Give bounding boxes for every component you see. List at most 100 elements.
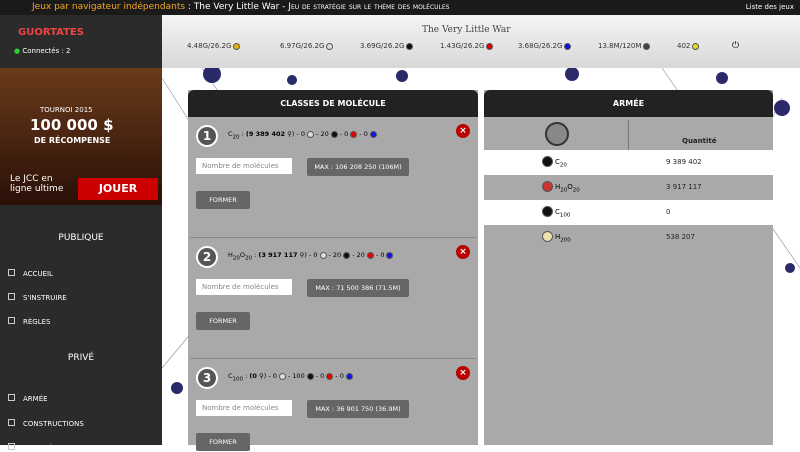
panel-header: CLASSES DE MOLÉCULE [188, 90, 478, 117]
power-button[interactable]: ⏻ [732, 41, 740, 51]
class-quantity: (9 389 402 [245, 130, 286, 138]
resource-value: 402 [677, 42, 691, 50]
form-button[interactable]: FORMER [196, 433, 250, 451]
atom-count: 20 [356, 251, 365, 259]
index: 100 [559, 211, 571, 218]
ad-prize: 100 000 $ [30, 116, 114, 134]
resource-value: 3.69G/26.2G [360, 42, 405, 50]
input-placeholder: Nombre de molécules [202, 283, 279, 291]
form-button[interactable]: FORMER [196, 312, 250, 330]
game-name: The Very Little War [193, 2, 280, 12]
resource-value: 6.97G/26.2G [280, 42, 325, 50]
nav-label: RÈGLES [23, 318, 51, 326]
site-link[interactable]: Jeux par navigateur indépendants [32, 2, 186, 12]
unit-icon [542, 181, 553, 192]
class-formula-line: C100 : (0 ⚲) - 0- 100- 0- 0 [228, 372, 355, 382]
ad-tournament: TOURNOI 2015 [40, 106, 93, 114]
element: C [228, 372, 233, 380]
resource: 13.8M/120M [598, 42, 652, 50]
atom-count: 0 [313, 251, 318, 259]
nav-item[interactable]: MARCHÉ [8, 443, 53, 452]
classes-panel: CLASSES DE MOLÉCULE [188, 90, 478, 445]
close-button[interactable]: × [456, 366, 470, 380]
max-button[interactable]: MAX : 36 901 750 (36.9M) [307, 400, 409, 418]
ad-cta[interactable]: JOUER [78, 178, 158, 200]
element: H [555, 232, 561, 241]
ad-banner[interactable]: TOURNOI 2015 100 000 $ DE RÉCOMPENSE Le … [0, 68, 162, 205]
resource: 3.69G/26.2G [360, 42, 415, 50]
quantity-input[interactable]: Nombre de molécules [196, 279, 292, 295]
nav-label: ACCUEIL [23, 270, 53, 278]
formula: C100 [555, 208, 571, 218]
unit-cell: H20O20 [540, 181, 580, 193]
resource: 3.68G/26.2G [518, 42, 573, 50]
atom-icon [319, 251, 327, 259]
element: C [228, 130, 233, 138]
games-list[interactable]: Liste des jeux [745, 3, 794, 11]
unit-cell: C100 [540, 206, 570, 218]
army-icon [545, 122, 569, 146]
resource-value: 3.68G/26.2G [518, 42, 563, 50]
nav-icon [8, 394, 15, 401]
unit-icon [542, 231, 553, 242]
index: 20 [232, 134, 240, 141]
form-button[interactable]: FORMER [196, 191, 250, 209]
nav-item[interactable]: CONSTRUCTIONS [8, 419, 84, 428]
army-row: H20O20 3 917 117 [484, 175, 773, 200]
nav-item[interactable]: ACCUEIL [8, 269, 53, 278]
formula: H200 [555, 232, 571, 243]
index: 20 [559, 161, 567, 168]
max-button[interactable]: MAX : 71 500 386 (71.5M) [307, 279, 409, 297]
max-button[interactable]: MAX : 106 208 250 (106M) [307, 158, 409, 176]
atom-count: 0 [300, 130, 306, 138]
unit-quantity: 3 917 117 [666, 183, 702, 191]
nav-label: CONSTRUCTIONS [23, 420, 84, 428]
atom-count: 0 [272, 372, 277, 380]
unit-quantity: 538 207 [666, 233, 695, 241]
atom-icon [369, 130, 377, 138]
online-count: ● Connectés : 2 [14, 47, 71, 55]
class-quantity: (0 [249, 372, 257, 380]
separator [190, 237, 476, 238]
close-button[interactable]: × [456, 245, 470, 259]
resource-bar: The Very Little War 4.48G/26.2G 6.97G/26.… [162, 15, 800, 68]
separator [190, 358, 476, 359]
atom-count: 0 [339, 372, 344, 380]
class-formula-line: H20O20 : (3 917 117 ⚲) - 0- 20- 20- 0 [228, 251, 395, 261]
class-quantity: (3 917 117 [258, 251, 298, 259]
resource: 402 [677, 42, 701, 50]
atom-icon [307, 130, 315, 138]
unit-cell: C20 [540, 156, 567, 168]
atom-icon [306, 372, 314, 380]
nav-item[interactable]: RÈGLES [8, 317, 50, 326]
close-button[interactable]: × [456, 124, 470, 138]
army-row: C100 0 [484, 200, 773, 225]
class-number: 1 [196, 125, 218, 147]
input-placeholder: Nombre de molécules [202, 162, 279, 170]
panel-header: ARMÉE [484, 90, 773, 117]
quantity-input[interactable]: Nombre de molécules [196, 158, 292, 174]
nav-section-title: PRIVÉ [67, 353, 95, 363]
quantity-input[interactable]: Nombre de molécules [196, 400, 292, 416]
unit-icon [542, 156, 553, 167]
resource-icon [406, 42, 414, 50]
resource: 4.48G/26.2G [187, 42, 242, 50]
nav-icon [8, 443, 15, 450]
ad-slogan: Le JCC en ligne ultime [10, 174, 64, 194]
index: 200 [560, 236, 571, 243]
nav-item[interactable]: S'INSTRUIRE [8, 293, 67, 302]
logo: The Very Little War [422, 25, 511, 35]
element: H [228, 251, 233, 259]
index: 20 [572, 186, 580, 193]
index: 100 [232, 376, 244, 383]
formula: C100 [228, 372, 244, 383]
resource-icon [692, 42, 700, 50]
nav-item[interactable]: ARMÉE [8, 394, 48, 403]
atom-icon [366, 251, 374, 259]
element: H [555, 182, 561, 191]
atom-icon [330, 130, 338, 138]
online-text: Connectés : 2 [22, 47, 71, 55]
atom-count: 0 [363, 130, 368, 138]
formula: H20O20 [555, 182, 580, 193]
atom-count: 0 [320, 372, 325, 380]
